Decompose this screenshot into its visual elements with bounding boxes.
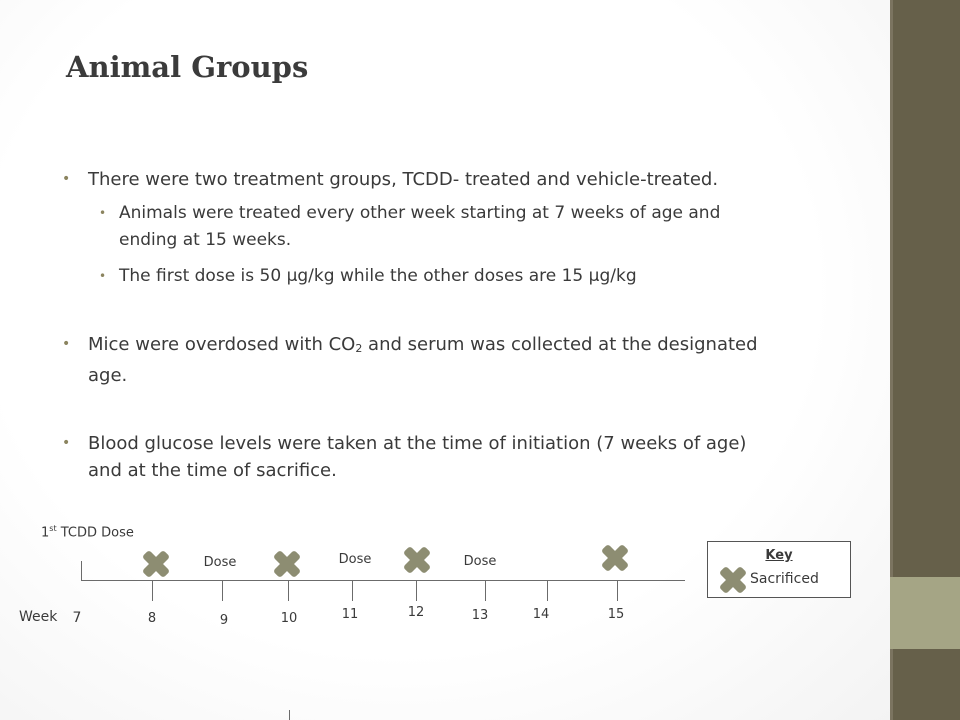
bullet-dot-icon: •: [99, 206, 107, 220]
week-11-label: 11: [341, 607, 359, 622]
timeline-tick: [288, 580, 289, 601]
dose-label: Dose: [203, 555, 237, 570]
timeline-tick: [222, 580, 223, 601]
dose-label: Dose: [338, 552, 372, 567]
legend-sacrificed-label: Sacrificed: [750, 571, 819, 587]
timeline-tick: [81, 561, 82, 581]
bullet-text-line-2: and at the time of sacrifice.: [88, 460, 337, 481]
timeline-tick: [289, 710, 290, 720]
timeline-tick: [152, 580, 153, 601]
decorative-sidebar: [890, 0, 960, 720]
bullet-text-line-2: ending at 15 weeks.: [119, 230, 292, 250]
week-13-label: 13: [471, 608, 489, 623]
sacrificed-x-icon: [273, 550, 301, 578]
sacrificed-x-icon: [142, 550, 170, 578]
bullet-text-line-2: age.: [88, 365, 128, 386]
sub-bullet-schedule: • Animals were treated every other week …: [99, 200, 721, 254]
bullet-text-line-1: Blood glucose levels were taken at the t…: [88, 433, 747, 454]
slide-title: Animal Groups: [66, 50, 309, 84]
week-7-label: 7: [72, 610, 82, 626]
bullet-text: The first dose is 50 µg/kg while the oth…: [119, 266, 637, 286]
sacrificed-x-icon: [601, 544, 629, 572]
week-label: Week: [19, 609, 58, 625]
bullet-text: There were two treatment groups, TCDD- t…: [88, 169, 719, 190]
week-8-label: 8: [147, 611, 157, 626]
timeline-tick: [547, 580, 548, 601]
sidebar-edge: [890, 0, 893, 720]
bullet-dot-icon: •: [99, 269, 107, 283]
week-15-label: 15: [607, 607, 625, 622]
sub-bullet-dose: • The first dose is 50 µg/kg while the o…: [99, 263, 637, 290]
week-12-label: 12: [407, 605, 425, 620]
bullet-overdose: • Mice were overdosed with CO2 and serum…: [62, 331, 758, 389]
timeline-axis: [81, 580, 685, 581]
week-14-label: 14: [532, 607, 550, 622]
legend-key-box: Key Sacrificed: [707, 541, 851, 598]
week-9-label: 9: [219, 613, 229, 628]
bullet-treatment-groups: • There were two treatment groups, TCDD-…: [62, 166, 719, 193]
bullet-text-line-1: Animals were treated every other week st…: [119, 203, 721, 223]
sacrificed-x-icon: [403, 546, 431, 574]
bullet-dot-icon: •: [62, 171, 71, 187]
sidebar-accent-block: [890, 577, 960, 649]
bullet-dot-icon: •: [62, 435, 71, 451]
sacrificed-x-icon: [719, 566, 747, 594]
timeline-tick: [485, 580, 486, 601]
bullet-text-line-1: Mice were overdosed with CO2 and serum w…: [88, 334, 758, 355]
legend-key-title: Key: [765, 548, 793, 563]
dose-label: Dose: [463, 554, 497, 569]
timeline-tick: [416, 580, 417, 601]
slide: Animal Groups • There were two treatment…: [0, 0, 890, 720]
bullet-dot-icon: •: [62, 336, 71, 352]
bullet-glucose: • Blood glucose levels were taken at the…: [62, 430, 747, 484]
timeline-tick: [617, 580, 618, 601]
first-dose-label: 1st TCDD Dose: [41, 524, 134, 541]
week-10-label: 10: [280, 611, 298, 626]
timeline-tick: [352, 580, 353, 601]
